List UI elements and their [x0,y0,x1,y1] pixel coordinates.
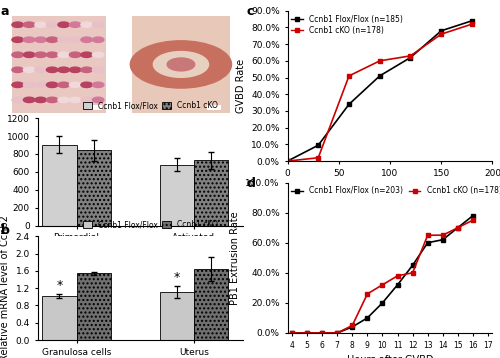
Legend: Ccnb1 Flox/Flox, Ccnb1 cKO: Ccnb1 Flox/Flox, Ccnb1 cKO [80,217,221,232]
Bar [88,105,102,110]
Circle shape [92,67,104,72]
Circle shape [24,67,35,72]
Legend: Ccnb1 Flox/Flox (n=185), Ccnb1 cKO (n=178): Ccnb1 Flox/Flox (n=185), Ccnb1 cKO (n=17… [292,15,403,35]
Bar [42,296,76,340]
Circle shape [12,82,24,87]
Bar [42,145,76,226]
Circle shape [81,37,92,42]
Y-axis label: Number of follicles: Number of follicles [0,126,2,218]
Text: *: * [174,271,180,284]
Circle shape [46,97,58,102]
Circle shape [35,67,46,72]
Circle shape [58,97,70,102]
Bar [194,269,228,340]
Circle shape [81,67,92,72]
Circle shape [130,41,232,88]
Circle shape [58,67,70,72]
Circle shape [58,22,70,28]
Circle shape [24,97,35,102]
Circle shape [24,82,35,87]
Circle shape [46,37,58,42]
Circle shape [92,97,104,102]
Bar [76,150,110,226]
Circle shape [70,22,81,28]
Circle shape [12,37,24,42]
Circle shape [58,52,70,58]
Circle shape [46,52,58,58]
Circle shape [81,52,92,58]
Circle shape [12,97,24,102]
Text: d: d [246,176,256,190]
Legend: Ccnb1 Flox/Flox, Ccnb1 cKO: Ccnb1 Flox/Flox, Ccnb1 cKO [80,98,221,113]
Text: b: b [0,224,10,237]
Circle shape [70,37,81,42]
X-axis label: Minutes after release: Minutes after release [338,183,442,193]
Bar [160,292,194,340]
Circle shape [58,82,70,87]
Legend: Ccnb1 Flox/Flox (n=203), Ccnb1 cKO (n=178): Ccnb1 Flox/Flox (n=203), Ccnb1 cKO (n=17… [292,187,500,195]
Circle shape [46,22,58,28]
X-axis label: Hours after GVBD: Hours after GVBD [347,355,433,358]
Circle shape [81,82,92,87]
Circle shape [70,97,81,102]
Circle shape [24,22,35,28]
Bar [12,16,106,113]
Circle shape [81,22,92,28]
Circle shape [70,82,81,87]
Circle shape [92,37,104,42]
Circle shape [167,58,195,71]
Bar [76,274,110,340]
Circle shape [92,82,104,87]
Circle shape [24,37,35,42]
Bar [132,16,230,113]
Circle shape [24,52,35,58]
Circle shape [35,52,46,58]
Bar [208,105,221,110]
Circle shape [92,52,104,58]
Bar [194,160,228,226]
Bar [160,165,194,226]
Circle shape [12,67,24,72]
Y-axis label: Relative mRNA level of Ccnb2: Relative mRNA level of Ccnb2 [0,215,10,358]
Circle shape [70,67,81,72]
Circle shape [12,52,24,58]
Circle shape [70,52,81,58]
Circle shape [35,82,46,87]
Y-axis label: PB1 Extrusion Rate: PB1 Extrusion Rate [230,211,240,305]
Circle shape [35,22,46,28]
Text: a: a [0,5,9,18]
Y-axis label: GVBD Rate: GVBD Rate [236,59,246,113]
Circle shape [92,22,104,28]
Circle shape [46,82,58,87]
Circle shape [81,97,92,102]
Text: *: * [56,279,62,292]
Circle shape [12,22,24,28]
Circle shape [58,37,70,42]
Circle shape [35,97,46,102]
Circle shape [35,37,46,42]
Text: c: c [246,5,254,18]
Circle shape [154,52,208,77]
Circle shape [46,67,58,72]
